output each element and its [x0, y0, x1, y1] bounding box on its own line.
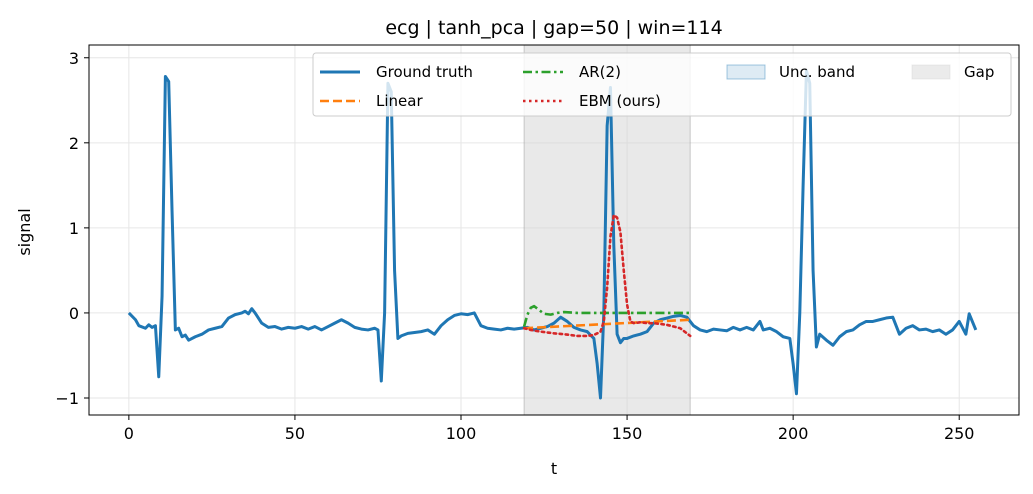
chart-title: ecg | tanh_pca | gap=50 | win=114	[385, 17, 722, 39]
x-tick-label: 250	[944, 424, 975, 443]
y-tick-label: 0	[69, 304, 79, 323]
x-tick-label: 50	[285, 424, 305, 443]
legend-label: Ground truth	[376, 63, 473, 81]
x-tick-label: 200	[778, 424, 809, 443]
legend-label: EBM (ours)	[579, 92, 661, 110]
series-line-ar-2	[522, 304, 691, 327]
series-line-ebm-ours	[522, 213, 692, 338]
plot-frame	[88, 44, 1020, 416]
y-axis-label: signal	[15, 208, 34, 255]
legend: Ground truth Linear AR(2) EBM (ours) Unc. ba…	[312, 52, 1012, 117]
y-tick-label: 1	[69, 219, 79, 238]
x-tick-label: 100	[446, 424, 477, 443]
legend-swatch	[726, 64, 766, 80]
ticks: 0 50 100 150 200 250 −1 0 1 2 3	[55, 49, 974, 443]
x-axis-label: t	[551, 459, 557, 478]
legend-label: Gap	[964, 63, 994, 81]
x-tick-label: 0	[124, 424, 134, 443]
x-tick-label: 150	[612, 424, 643, 443]
legend-label: Unc. band	[779, 63, 855, 81]
legend-label: AR(2)	[579, 63, 621, 81]
legend-label: Linear	[376, 92, 423, 110]
legend-swatch	[911, 64, 951, 80]
series-line-linear	[524, 318, 691, 330]
y-tick-label: 2	[69, 134, 79, 153]
legend-box	[312, 52, 1012, 117]
y-tick-label: 3	[69, 49, 79, 68]
y-tick-label: −1	[55, 389, 79, 408]
series-layer	[127, 69, 978, 400]
